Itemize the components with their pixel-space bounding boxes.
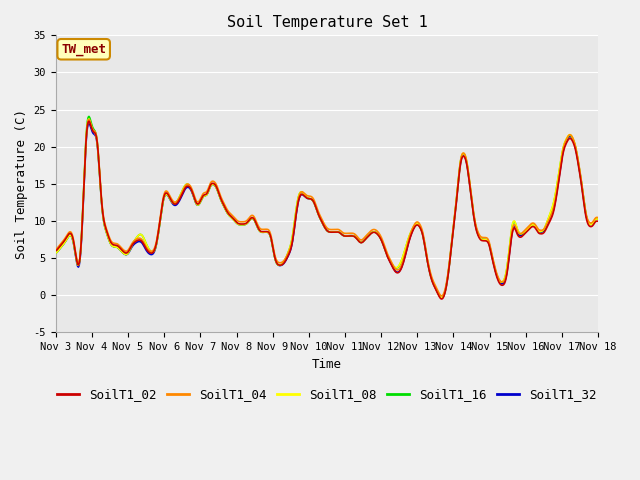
Legend: SoilT1_02, SoilT1_04, SoilT1_08, SoilT1_16, SoilT1_32: SoilT1_02, SoilT1_04, SoilT1_08, SoilT1_… xyxy=(52,383,602,406)
Title: Soil Temperature Set 1: Soil Temperature Set 1 xyxy=(227,15,428,30)
X-axis label: Time: Time xyxy=(312,358,342,371)
Text: TW_met: TW_met xyxy=(61,43,106,56)
Y-axis label: Soil Temperature (C): Soil Temperature (C) xyxy=(15,109,28,259)
